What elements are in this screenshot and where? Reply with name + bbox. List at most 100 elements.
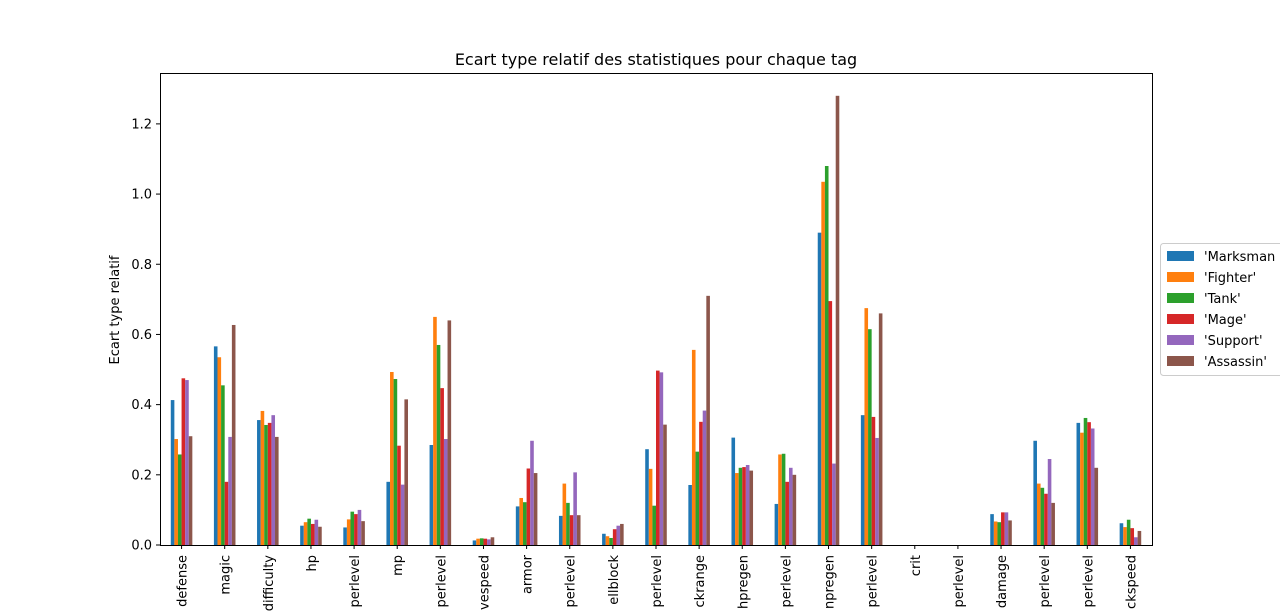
bar	[487, 539, 491, 545]
bar	[307, 518, 311, 545]
bar	[318, 526, 322, 545]
x-tick-label: perlevel	[564, 555, 579, 608]
bar	[1076, 422, 1081, 545]
bar	[275, 436, 279, 545]
bar	[612, 529, 617, 545]
bar	[864, 308, 869, 545]
legend-swatch	[1167, 314, 1194, 324]
bar	[558, 515, 563, 545]
bar	[519, 497, 524, 545]
bar	[745, 464, 750, 545]
x-tick-label: vespeed	[477, 555, 492, 610]
x-tick-label: perlevel	[1038, 555, 1053, 608]
y-tick-label: 1.0	[131, 188, 152, 203]
bar	[1040, 487, 1045, 545]
bar	[314, 519, 319, 545]
bar	[576, 515, 581, 545]
bar	[688, 484, 692, 545]
bar	[871, 416, 876, 545]
x-tick-label: hpregen	[736, 555, 751, 609]
bar	[875, 437, 879, 545]
bar	[397, 445, 401, 545]
bar	[1051, 502, 1055, 545]
bar	[781, 453, 786, 545]
bar	[691, 349, 696, 545]
bar	[228, 436, 232, 545]
bar	[310, 523, 315, 545]
bar	[659, 372, 664, 545]
bar	[1033, 440, 1037, 545]
bar	[997, 522, 1002, 545]
bar	[1047, 459, 1052, 545]
legend-label: 'Assassin'	[1204, 355, 1267, 370]
x-tick-label: mp	[391, 555, 406, 576]
bar	[271, 415, 276, 545]
bar	[1126, 519, 1131, 545]
bar	[221, 385, 225, 545]
bar	[526, 468, 531, 545]
legend-label: 'Tank'	[1204, 292, 1241, 307]
chart-title: Ecart type relatif des statistiques pour…	[455, 50, 857, 69]
bar	[260, 410, 265, 545]
x-tick-label: hp	[305, 555, 320, 572]
y-axis: 0.0 0.2 0.4 0.6 0.8 1.0 1.2	[131, 117, 160, 554]
bar	[231, 324, 236, 545]
bar	[609, 537, 613, 545]
bar	[569, 515, 574, 545]
bar	[832, 463, 836, 545]
bar	[479, 538, 484, 545]
bar	[788, 467, 793, 545]
bar	[695, 451, 700, 545]
bar	[300, 525, 304, 545]
bar	[1087, 422, 1091, 545]
x-tick-label: perlevel	[1081, 555, 1096, 608]
x-tick-label: armor	[521, 554, 536, 594]
bar	[702, 410, 707, 545]
legend-swatch	[1167, 251, 1194, 261]
bar	[393, 379, 398, 545]
bar	[817, 232, 822, 546]
bar	[533, 473, 538, 545]
bar	[562, 483, 567, 545]
bar	[346, 519, 351, 545]
legend: 'Marksman 'Fighter' 'Tank' 'Mage' 'Support' '…	[1160, 243, 1280, 376]
x-tick-label: magic	[219, 555, 234, 595]
bar	[257, 420, 261, 545]
bar	[1123, 527, 1127, 545]
bar	[1083, 417, 1088, 545]
bar	[447, 320, 452, 545]
bar	[490, 537, 495, 545]
bar	[224, 481, 229, 545]
bar	[1119, 523, 1124, 545]
x-tick-label: defense	[176, 555, 191, 607]
legend-label: 'Support'	[1204, 334, 1263, 349]
x-tick-label: perlevel	[348, 555, 363, 608]
bar	[217, 357, 222, 545]
bar	[663, 424, 667, 545]
bar	[868, 329, 872, 545]
x-tick-label: crit	[909, 555, 924, 576]
x-tick-label: perlevel	[650, 555, 665, 608]
x-axis: defense magic difficulty hp perlevel mp perlev…	[176, 545, 1139, 611]
plot-frame	[160, 73, 1153, 546]
x-tick-label: ckspeed	[1124, 555, 1139, 609]
bar	[303, 522, 308, 545]
bar	[835, 95, 840, 545]
bar	[440, 388, 444, 545]
bar	[1137, 530, 1142, 545]
bar	[177, 454, 182, 545]
y-tick-label: 0.0	[131, 539, 152, 554]
legend-label: 'Marksman	[1204, 250, 1275, 265]
bar	[530, 440, 534, 545]
bar	[735, 473, 739, 545]
bar	[181, 378, 186, 545]
x-tick-label: perlevel	[952, 555, 967, 608]
bar	[652, 505, 656, 545]
bar	[213, 346, 218, 545]
x-tick-label: perlevel	[434, 555, 449, 608]
bar	[620, 523, 624, 545]
bar	[1090, 428, 1095, 545]
bar	[738, 467, 743, 545]
